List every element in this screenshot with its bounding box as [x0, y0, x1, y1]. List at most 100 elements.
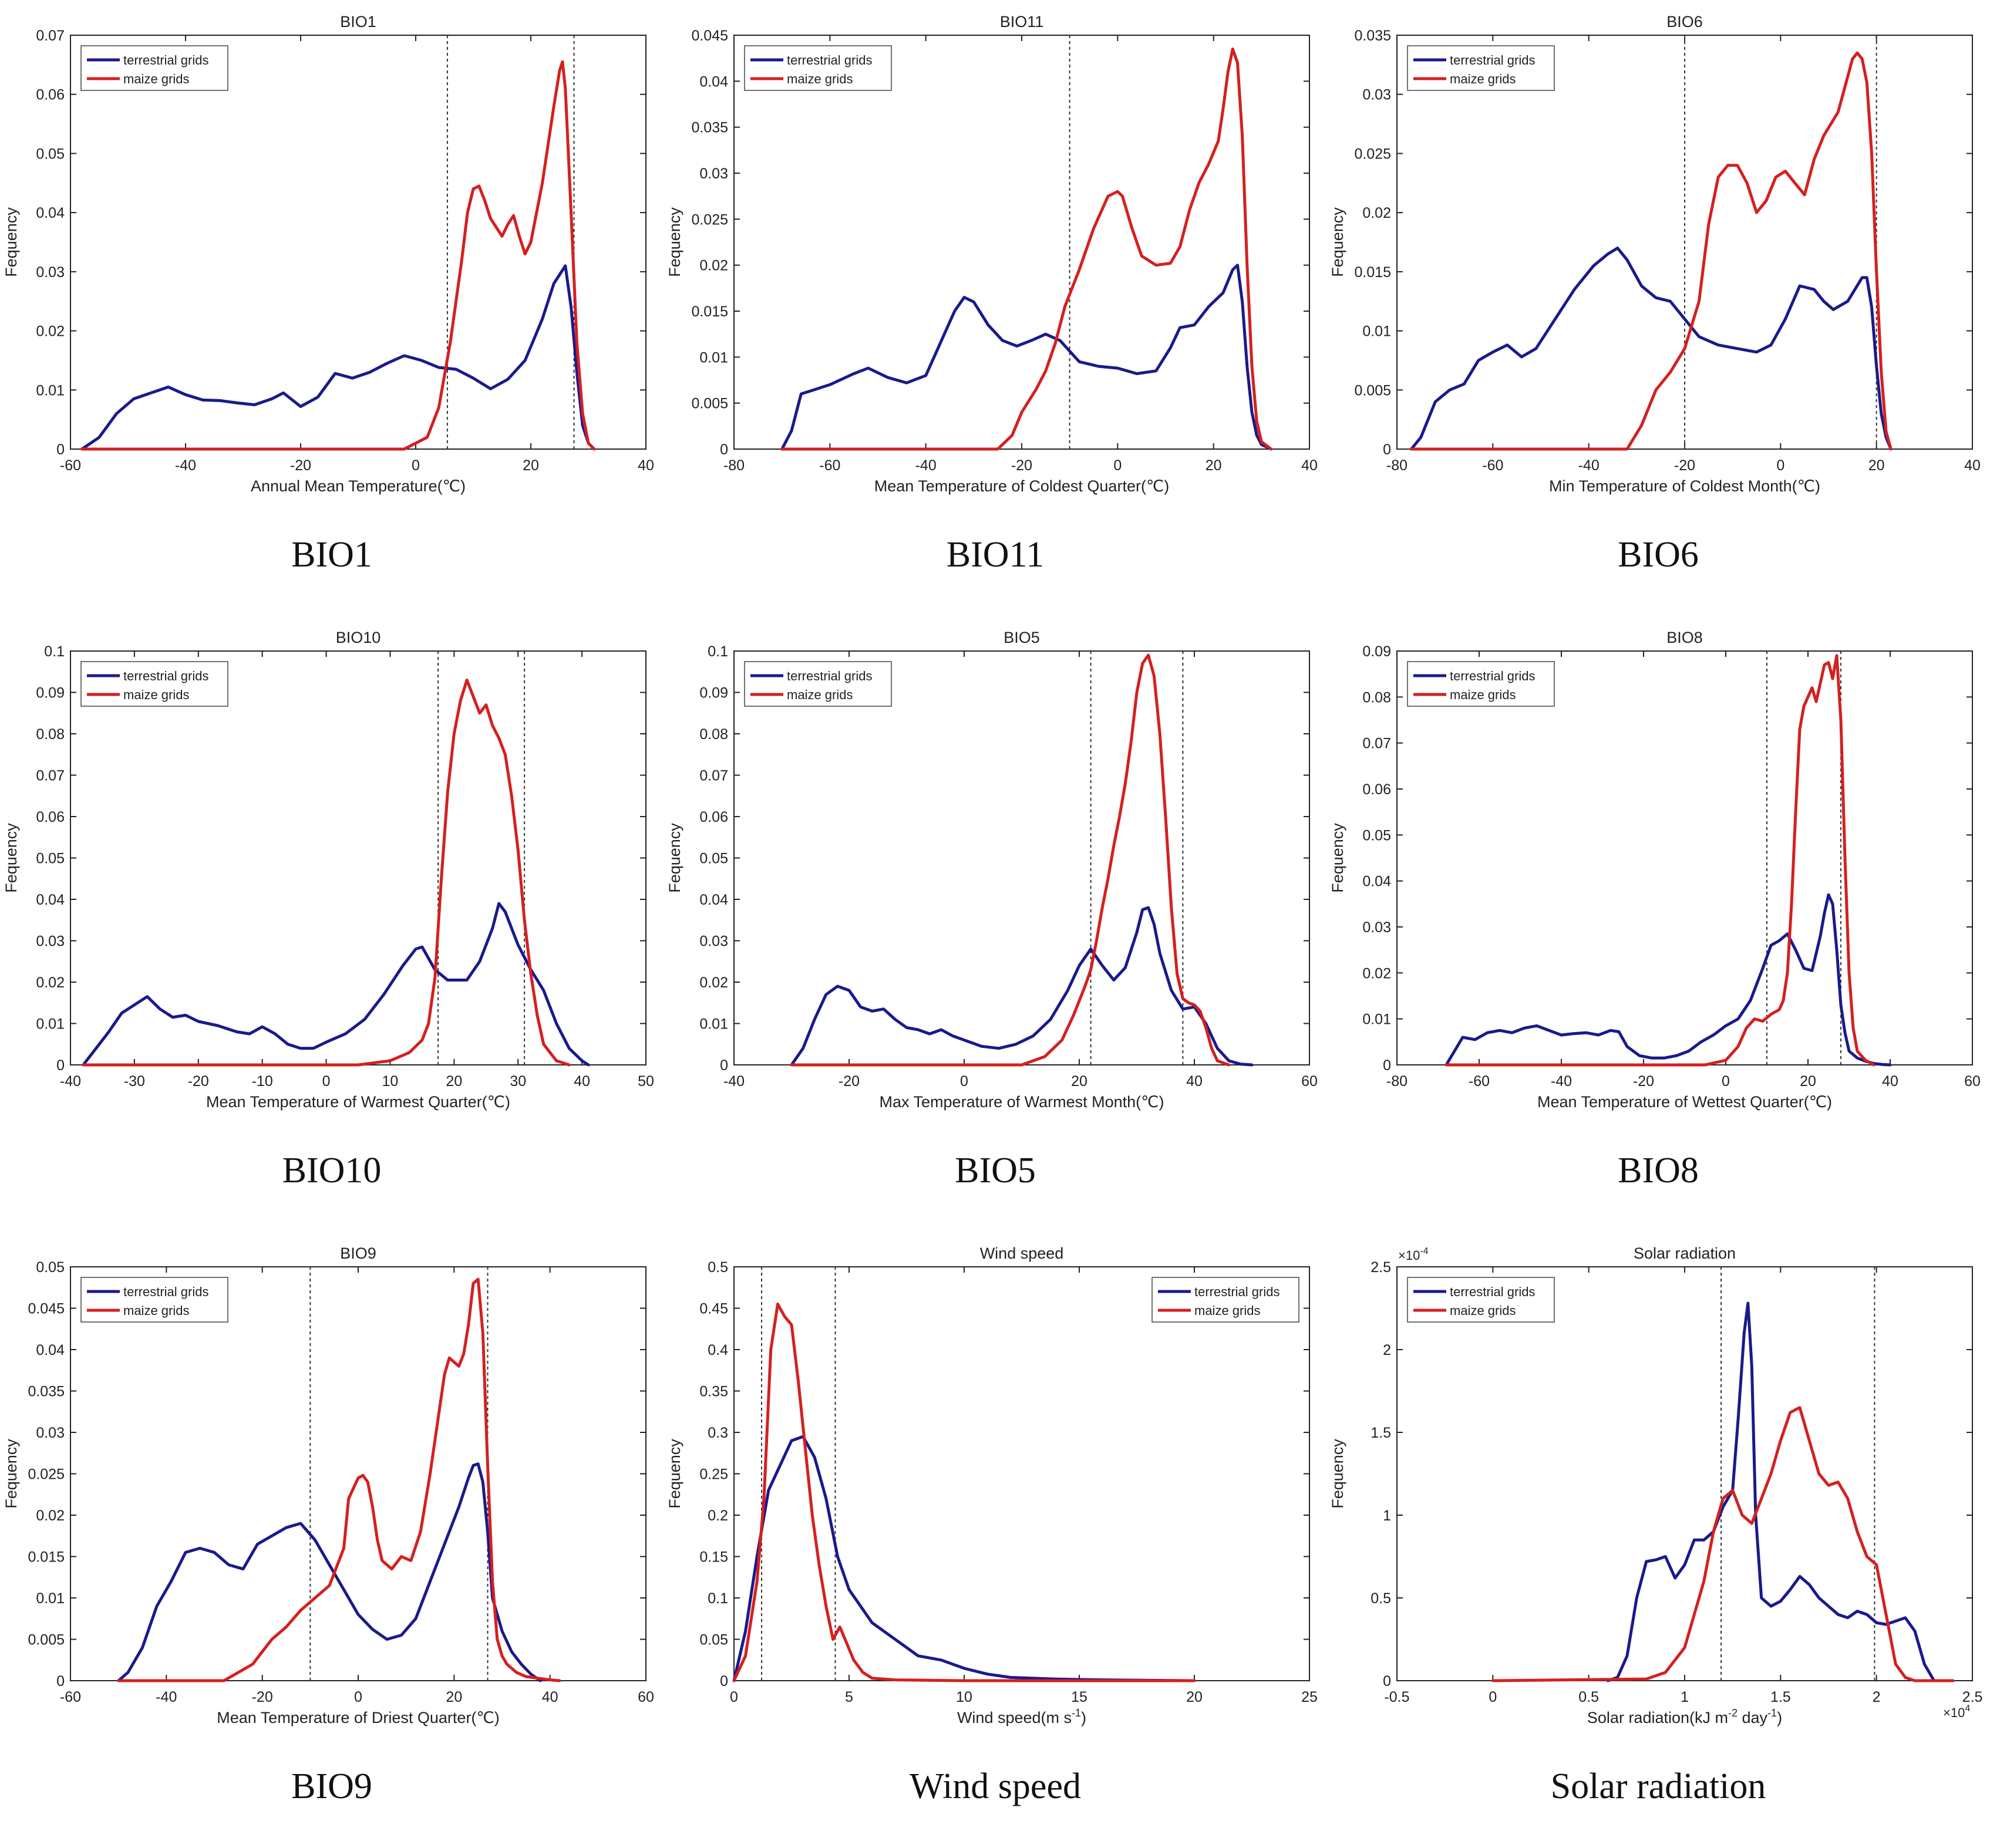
y-tick-label: 0.04: [36, 892, 65, 908]
chart-caption: BIO11: [946, 535, 1045, 575]
x-tick-label: 40: [1964, 457, 1981, 474]
plot-frame: [70, 1266, 647, 1681]
plot-frame: [70, 650, 647, 1065]
y-tick-label: 0.05: [36, 1259, 65, 1276]
chart-svg-bio6: -80 -60 -40 -20 0 20 40 0 0.005 0.01 0.015 0.02 0.02…: [1329, 13, 1981, 495]
y-tick-label: 0.025: [691, 211, 728, 228]
series-line-terrestrial-grids: [790, 906, 1254, 1067]
legend-label: terrestrial grids: [1450, 1284, 1535, 1299]
x-tick-label: 50: [638, 1073, 654, 1090]
legend: terrestrial grids maize grids: [744, 661, 892, 707]
y-tick-label: 0.2: [708, 1508, 728, 1524]
y-tick-label: 0.5: [1371, 1590, 1391, 1607]
chart-caption: Wind speed: [910, 1766, 1081, 1806]
chart-title: BIO11: [1000, 13, 1044, 31]
y-tick-label: 0.035: [691, 120, 728, 136]
y-tick-label: 0: [56, 1057, 65, 1074]
y-tick-label: 0.03: [699, 933, 728, 950]
x-tick-label: 0: [1722, 1073, 1730, 1090]
chart-caption: BIO8: [1618, 1151, 1699, 1191]
y-tick-label: 0.09: [36, 685, 65, 702]
y-tick-label: 0.02: [36, 323, 65, 340]
chart-title: Solar radiation: [1634, 1245, 1736, 1262]
series-line-terrestrial-grids: [1444, 893, 1892, 1067]
y-tick-label: 0.01: [699, 349, 728, 366]
y-tick-label: 0.03: [36, 1425, 65, 1441]
x-tick-label: -0.5: [1384, 1689, 1409, 1705]
y-tick-label: 0.05: [36, 146, 65, 162]
y-tick-label: 0.07: [699, 768, 728, 784]
y-tick-label: 0.025: [1354, 146, 1391, 162]
plot-frame: [1396, 650, 1973, 1065]
chart-panel-bio8: -80 -60 -40 -20 0 20 40 60 0 0.01 0.02 0.03 0.04 0.05…: [1326, 616, 1990, 1232]
legend-label: terrestrial grids: [787, 669, 872, 683]
series-line-terrestrial-grids: [82, 902, 590, 1067]
y-tick-label: 0.01: [36, 1590, 65, 1607]
x-axis-label: Mean Temperature of Wettest Quarter(℃): [1537, 1093, 1832, 1111]
y-tick-label: 0.02: [1362, 965, 1391, 982]
x-tick-label: -40: [723, 1073, 745, 1090]
x-tick-label: 20: [1186, 1689, 1203, 1705]
x-tick-label: 0: [412, 457, 420, 474]
series-line-terrestrial-grids: [780, 264, 1273, 451]
series-line-terrestrial-grids: [1606, 1301, 1936, 1682]
chart-svg-bio8: -80 -60 -40 -20 0 20 40 60 0 0.01 0.02 0.03 0.04 0.05…: [1329, 629, 1981, 1111]
series-line-terrestrial-grids: [80, 264, 596, 451]
chart-svg-bio11: -80 -60 -40 -20 0 20 40 0 0.005 0.01 0.015 0.02 0.02…: [666, 13, 1318, 495]
x-tick-label: -20: [188, 1073, 209, 1090]
x-tick-label: -80: [1386, 457, 1408, 474]
y-tick-label: 0.05: [36, 851, 65, 867]
legend: terrestrial grids maize grids: [744, 45, 892, 91]
x-tick-label: 0.5: [1578, 1689, 1599, 1705]
x-tick-label: 20: [446, 1689, 462, 1705]
y-tick-label: 0: [720, 1057, 728, 1074]
y-axis-label: Fequency: [666, 207, 683, 277]
y-axis-label: Fequency: [2, 1439, 20, 1509]
series-line-maize-grids: [780, 48, 1273, 451]
x-axis-label: Max Temperature of Warmest Month(℃): [880, 1093, 1164, 1111]
y-tick-label: 0.03: [699, 166, 728, 182]
x-tick-label: 20: [1800, 1073, 1816, 1090]
y-multiplier: ×10-4: [1398, 1246, 1429, 1263]
chart-caption: Solar radiation: [1550, 1766, 1766, 1806]
legend-label: maize grids: [1450, 687, 1516, 702]
legend-label: maize grids: [1450, 72, 1516, 86]
y-tick-label: 0.04: [1362, 874, 1391, 890]
y-tick-label: 0.07: [36, 768, 65, 784]
y-tick-label: 0.3: [708, 1425, 728, 1441]
x-tick-label: -30: [124, 1073, 145, 1090]
y-axis-label: Fequency: [666, 1439, 683, 1509]
chart-caption: BIO1: [291, 535, 372, 575]
chart-svg-bio5: -40 -20 0 20 40 60 0 0.01 0.02 0.03 0.04 0.05 0.06 0.…: [666, 629, 1318, 1111]
x-tick-label: 40: [574, 1073, 590, 1090]
series-line-terrestrial-grids: [732, 1435, 1196, 1682]
y-tick-label: 1: [1383, 1508, 1391, 1524]
chart-panel-wind-speed: 0 5 10 15 20 25 0 0.05 0.1 0.15 0.2 0.25 0.3 0.35 0.4 0…: [664, 1232, 1327, 1847]
chart-panel-bio10: -40 -30 -20 -10 0 10 20 30 40 50 0 0.01 0.02 0.03 0.04…: [0, 616, 664, 1232]
chart-svg-bio1: -60 -40 -20 0 20 40 0 0.01 0.02 0.03 0.04 0.05 0.06 0…: [2, 13, 654, 495]
chart-title: BIO10: [336, 629, 381, 646]
x-tick-label: -60: [60, 1689, 81, 1705]
chart-title: BIO6: [1666, 13, 1703, 31]
y-tick-label: 0.01: [1362, 1011, 1391, 1028]
chart-caption: BIO6: [1618, 535, 1699, 575]
x-tick-label: 0: [730, 1689, 738, 1705]
y-tick-label: 0.35: [699, 1384, 728, 1400]
x-tick-label: -20: [252, 1689, 273, 1705]
legend-label: maize grids: [123, 1303, 189, 1318]
y-tick-label: 0.01: [36, 1016, 65, 1033]
y-tick-label: 0.03: [36, 933, 65, 950]
chart-caption: BIO5: [955, 1151, 1036, 1191]
chart-panel-bio11: -80 -60 -40 -20 0 20 40 0 0.005 0.01 0.015 0.02 0.02…: [664, 0, 1327, 616]
x-tick-label: -80: [723, 457, 745, 474]
x-tick-label: 60: [1964, 1073, 1981, 1090]
y-tick-label: 0.06: [36, 809, 65, 825]
y-tick-label: 0.035: [28, 1384, 65, 1400]
legend-label: terrestrial grids: [1194, 1284, 1279, 1299]
legend: terrestrial grids maize grids: [1407, 1277, 1555, 1323]
x-tick-label: 0: [1776, 457, 1784, 474]
y-axis-label: Fequency: [2, 823, 20, 893]
y-tick-label: 0.015: [28, 1549, 65, 1566]
x-tick-label: 40: [638, 457, 654, 474]
x-tick-label: 1.5: [1770, 1689, 1791, 1705]
